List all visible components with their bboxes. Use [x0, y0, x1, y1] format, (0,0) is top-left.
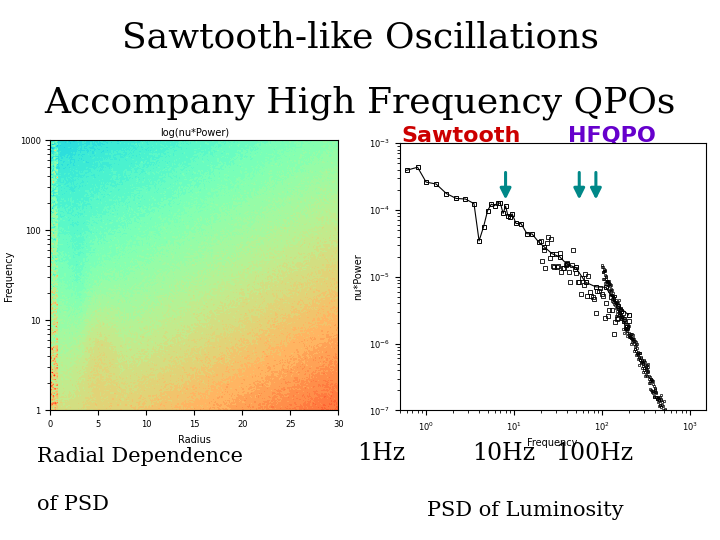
Text: HFQPO: HFQPO	[568, 126, 656, 146]
Text: 10Hz: 10Hz	[472, 442, 536, 465]
Text: of PSD: of PSD	[37, 495, 109, 514]
X-axis label: Frequency: Frequency	[528, 438, 577, 448]
Text: PSD of Luminosity: PSD of Luminosity	[427, 501, 624, 521]
Text: Accompany High Frequency QPOs: Accompany High Frequency QPOs	[45, 86, 675, 120]
Y-axis label: nu*Power: nu*Power	[354, 253, 364, 300]
Y-axis label: Frequency: Frequency	[4, 250, 14, 301]
Text: 1Hz: 1Hz	[358, 442, 405, 465]
Text: Radial Dependence: Radial Dependence	[37, 447, 243, 467]
Text: 100Hz: 100Hz	[555, 442, 633, 465]
Text: Sawtooth: Sawtooth	[401, 126, 521, 146]
X-axis label: Radius: Radius	[178, 435, 211, 444]
Title: log(nu*Power): log(nu*Power)	[160, 128, 229, 138]
Text: Sawtooth-like Oscillations: Sawtooth-like Oscillations	[122, 20, 598, 54]
